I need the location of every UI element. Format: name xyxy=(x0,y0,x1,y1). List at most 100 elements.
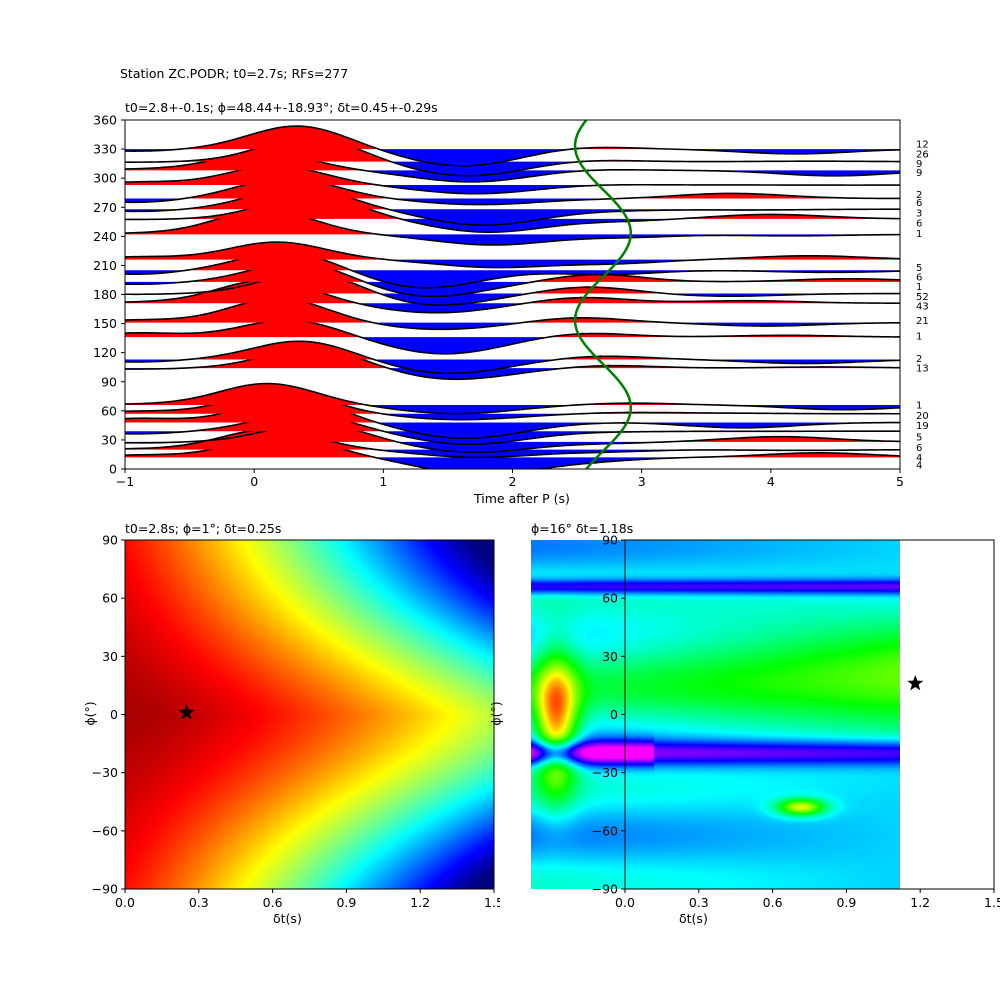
rf-trace xyxy=(125,272,900,306)
rf-y-tick-label: 150 xyxy=(93,316,117,331)
rf-trace xyxy=(125,319,900,355)
rf-y-tick-label: 120 xyxy=(93,345,117,360)
rf-count-label: 19 xyxy=(916,421,929,432)
rf-y-tick-label: 210 xyxy=(93,258,117,273)
rf-count-label: 52 xyxy=(916,292,929,303)
figure-suptitle: Station ZC.PODR; t0=2.7s; RFs=277 xyxy=(120,66,349,81)
rf-panel-title: t0=2.8+-0.1s; ϕ=48.44+-18.93°; δt=0.45+-… xyxy=(125,100,438,115)
heatmap-left-y-tick-label: −30 xyxy=(92,765,118,780)
rf-negative-fill xyxy=(125,209,900,226)
heatmap-right-y-tick-label: −30 xyxy=(592,765,618,780)
energy-heatmap-right xyxy=(531,540,900,889)
rf-t0-marker xyxy=(581,332,584,335)
rf-x-axis-label: Time after P (s) xyxy=(474,491,570,506)
rf-trace xyxy=(125,125,900,167)
rf-positive-fill xyxy=(125,298,900,323)
rf-negative-fill xyxy=(125,161,900,176)
rf-t0-marker xyxy=(579,296,583,299)
rf-negative-fill xyxy=(125,413,900,420)
rf-negative-fill xyxy=(125,234,900,245)
rf-negative-fill xyxy=(125,149,900,166)
rf-y-tick-label: 270 xyxy=(93,200,117,215)
heatmap-left-y-tick-label: −90 xyxy=(92,882,118,897)
rf-t0-marker xyxy=(607,364,610,367)
rf-negative-fill xyxy=(125,441,900,453)
rf-trace xyxy=(125,340,900,375)
rf-t0-marker xyxy=(576,147,579,150)
heatmap-left-y-label: ϕ(°) xyxy=(82,701,98,726)
heatmap-left-x-tick-label: 0.0 xyxy=(115,895,135,910)
heatmap-left-y-tick-label: −60 xyxy=(92,823,118,838)
rf-count-label: 13 xyxy=(916,364,929,375)
rf-negative-fill xyxy=(125,405,900,414)
rf-positive-fill xyxy=(125,165,900,185)
rf-count-label: 5 xyxy=(916,263,922,274)
heatmap-right-best-fit-star xyxy=(907,674,924,691)
heatmap-left-best-fit-star xyxy=(178,704,195,720)
heatmap-right-x-tick-label: 0.3 xyxy=(689,895,709,910)
rf-negative-fill xyxy=(125,184,900,194)
rf-y-tick-label: 300 xyxy=(93,171,117,186)
rf-negative-fill xyxy=(125,198,900,205)
rf-t0-marker xyxy=(585,286,589,289)
heatmap-left-x-tick-label: 1.5 xyxy=(484,895,500,910)
rf-negative-fill xyxy=(125,457,900,469)
heatmap-right-x-tick-label: 0.9 xyxy=(836,895,856,910)
rf-negative-fill xyxy=(125,170,900,182)
rf-x-tick-label: 1 xyxy=(379,474,387,489)
grid-search-left-title: t0=2.8s; ϕ=1°; δt=0.25s xyxy=(125,521,282,536)
rf-positive-fill xyxy=(125,280,900,304)
heatmap-left-y-tick-label: 0 xyxy=(110,707,118,722)
heatmap-right-x-label: δt(s) xyxy=(679,911,708,926)
heatmap-right-y-label: ϕ(°) xyxy=(488,701,504,726)
heatmap-right-y-tick-label: −60 xyxy=(592,823,618,838)
rf-y-tick-label: 60 xyxy=(101,403,117,418)
rf-x-tick-label: 5 xyxy=(896,474,904,489)
rf-count-label: 1 xyxy=(916,332,922,343)
rf-negative-fill xyxy=(125,431,900,445)
heatmap-left-x-tick-label: 1.2 xyxy=(410,895,430,910)
heatmap-left-axes: 0.0 0.3 0.6 0.9 1.2 1.5 −90 −60 −30 0 30 60 90 xyxy=(92,533,500,911)
rf-t0-marker xyxy=(626,411,629,414)
rf-y-tick-label: 240 xyxy=(93,229,117,244)
rf-x-tick-label: 3 xyxy=(638,474,646,489)
heatmap-left-y-tick-label: 60 xyxy=(102,591,118,606)
rf-positive-fill xyxy=(125,252,900,271)
rf-count-label: 43 xyxy=(916,302,929,313)
heatmap-right-x-tick-label: 1.2 xyxy=(910,895,930,910)
heatmap-right-y-tick-label: −90 xyxy=(592,882,618,897)
heatmap-left-y-tick-label: 90 xyxy=(102,533,118,548)
rf-count-label: 4 xyxy=(916,453,922,464)
heatmap-right-y-tick-label: 90 xyxy=(602,533,618,548)
rf-count-label: 20 xyxy=(916,411,929,422)
rf-trace xyxy=(125,422,900,454)
heatmap-left-x-tick-label: 0.9 xyxy=(336,895,356,910)
rf-negative-fill xyxy=(125,337,900,354)
rf-positive-fill xyxy=(125,126,900,150)
rf-count-label: 21 xyxy=(916,316,929,327)
rf-negative-fill xyxy=(125,449,900,458)
rf-count-label: 9 xyxy=(916,159,922,170)
heatmap-right-axes: 0.0 0.3 0.6 0.9 1.2 1.5 −90 −60 −30 0 30 60 90 xyxy=(592,533,1000,911)
rf-y-tick-label: 180 xyxy=(93,287,117,302)
rf-y-tick-label: 0 xyxy=(109,462,117,477)
rf-positive-fill xyxy=(125,390,900,414)
grid-search-right-title: ϕ=16° δt=1.18s xyxy=(531,521,634,536)
rf-positive-fill xyxy=(125,152,900,171)
rf-count-label: 5 xyxy=(916,433,922,444)
heatmap-left-x-label: δt(s) xyxy=(273,911,302,926)
rf-count-label: 6 xyxy=(916,218,922,229)
rf-count-label: 6 xyxy=(916,273,922,284)
rf-count-label: 12 xyxy=(916,140,929,151)
rf-y-tick-label: 360 xyxy=(93,113,117,128)
rf-positive-fill xyxy=(125,383,900,406)
heatmap-right-x-tick-label: 0.0 xyxy=(615,895,635,910)
rf-positive-fill xyxy=(125,341,900,360)
rf-negative-fill xyxy=(125,259,900,268)
rf-count-label: 6 xyxy=(916,443,922,454)
rf-count-label: 9 xyxy=(916,168,922,179)
t0-curve xyxy=(573,120,633,469)
heatmap-left-x-tick-label: 0.6 xyxy=(263,895,283,910)
rf-y-tick-label: 90 xyxy=(101,374,117,389)
